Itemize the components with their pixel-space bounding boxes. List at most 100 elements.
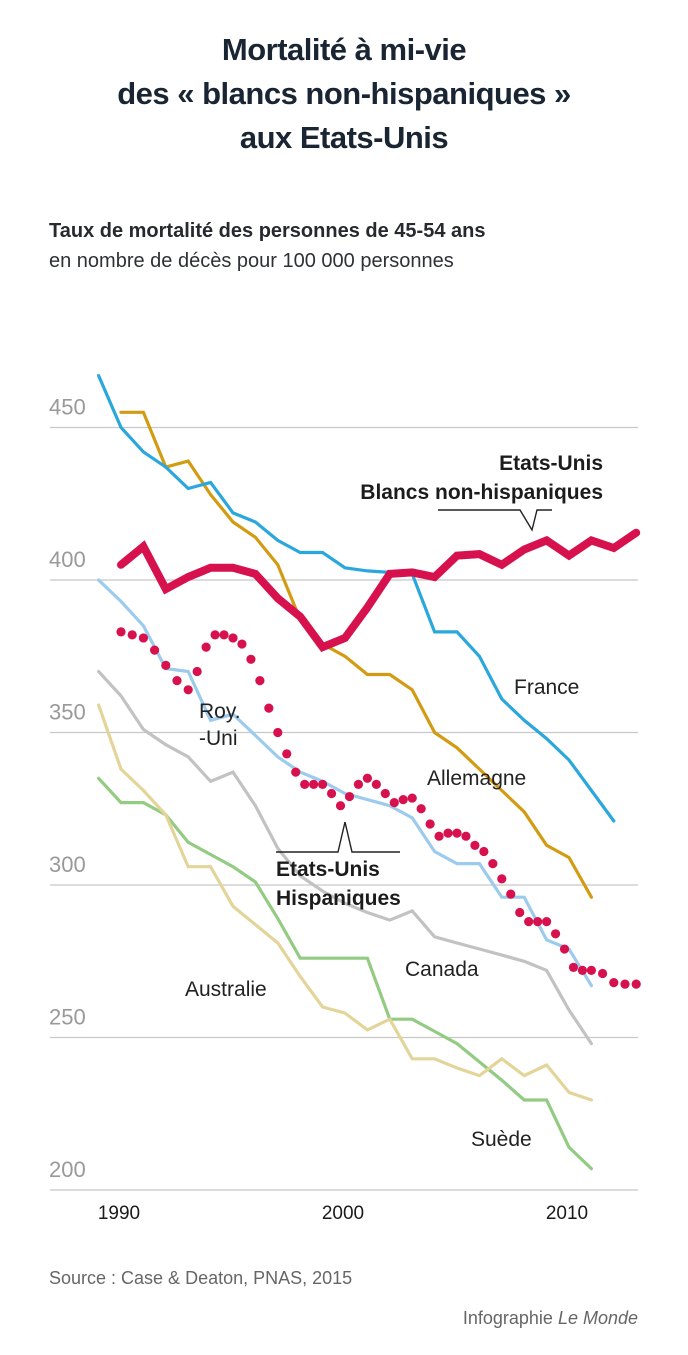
data-point-etats-unis-hispaniques bbox=[416, 804, 426, 814]
series-line-allemagne bbox=[119, 410, 594, 899]
series-line-etats-unis-blancs-non-hispaniques bbox=[117, 528, 641, 652]
data-point-etats-unis-hispaniques bbox=[255, 676, 265, 686]
x-tick-label-2000: 2000 bbox=[322, 1203, 364, 1224]
data-point-etats-unis-hispaniques bbox=[488, 859, 498, 869]
data-point-etats-unis-hispaniques bbox=[273, 727, 283, 738]
callout-pointer-blancs bbox=[438, 509, 552, 532]
data-point-etats-unis-hispaniques bbox=[362, 773, 372, 783]
data-point-etats-unis-hispaniques bbox=[434, 831, 444, 841]
y-axis-ticks: 200 250 300 350 400 450 bbox=[49, 395, 86, 1183]
data-point-etats-unis-hispaniques bbox=[559, 944, 570, 954]
data-point-etats-unis-hispaniques bbox=[246, 654, 256, 664]
data-point-etats-unis-hispaniques bbox=[515, 907, 525, 918]
y-tick-label-400: 400 bbox=[49, 547, 86, 572]
data-point-etats-unis-hispaniques bbox=[620, 979, 630, 989]
data-point-etats-unis-hispaniques bbox=[309, 779, 319, 789]
data-point-etats-unis-hispaniques bbox=[150, 645, 160, 655]
data-point-etats-unis-hispaniques bbox=[506, 889, 516, 899]
data-point-etats-unis-hispaniques bbox=[282, 749, 292, 759]
y-tick-label-200: 200 bbox=[49, 1157, 86, 1182]
x-axis-ticks: 1990 2000 2010 bbox=[98, 1203, 588, 1224]
series-line-canada bbox=[96, 669, 594, 1046]
callout-pointer-hispaniques bbox=[276, 821, 400, 853]
chart-subtitle: Taux de mortalité des personnes de 45-54… bbox=[49, 216, 485, 276]
data-point-etats-unis-hispaniques bbox=[407, 793, 417, 803]
data-point-etats-unis-hispaniques bbox=[161, 660, 171, 671]
series-line-australie bbox=[96, 703, 594, 1102]
data-point-etats-unis-hispaniques bbox=[598, 968, 608, 979]
y-tick-label-450: 450 bbox=[49, 395, 86, 420]
data-point-etats-unis-hispaniques bbox=[183, 685, 193, 695]
data-point-etats-unis-hispaniques bbox=[335, 801, 346, 811]
x-tick-label-1990: 1990 bbox=[98, 1203, 140, 1224]
series-label-etats-unis-blancs-non-hispaniques: Etats-Unis bbox=[499, 452, 603, 475]
data-point-etats-unis-hispaniques bbox=[568, 962, 579, 972]
y-tick-label-300: 300 bbox=[49, 852, 86, 877]
title-line-2: des « blancs non-hispaniques » bbox=[117, 76, 571, 111]
series-label-canada: Canada bbox=[405, 958, 479, 981]
title-line-1: Mortalité à mi-vie bbox=[221, 32, 467, 67]
data-point-etats-unis-hispaniques bbox=[264, 703, 274, 713]
source-note: Source : Case & Deaton, PNAS, 2015 bbox=[49, 1268, 353, 1288]
data-point-etats-unis-hispaniques bbox=[300, 779, 310, 789]
data-point-etats-unis-hispaniques bbox=[452, 828, 462, 838]
series-line-suede bbox=[96, 776, 594, 1171]
data-point-etats-unis-hispaniques bbox=[127, 630, 137, 640]
data-point-etats-unis-hispaniques bbox=[353, 779, 364, 789]
data-point-etats-unis-hispaniques bbox=[398, 795, 408, 805]
credit-prefix: Infographie bbox=[462, 1308, 558, 1328]
series-lines bbox=[96, 374, 641, 1171]
series-label-royaume-uni: -Uni bbox=[199, 727, 238, 750]
data-point-etats-unis-hispaniques bbox=[533, 917, 543, 927]
data-point-etats-unis-hispaniques bbox=[631, 979, 641, 989]
title-line-3: aux Etats-Unis bbox=[239, 120, 449, 155]
series-label-france: France bbox=[514, 676, 579, 699]
data-point-etats-unis-hispaniques bbox=[291, 767, 301, 777]
series-label-allemagne: Allemagne bbox=[427, 767, 526, 790]
series-label-etats-unis-hispaniques: Etats-Unis bbox=[276, 858, 380, 881]
data-point-etats-unis-hispaniques bbox=[219, 630, 229, 640]
y-tick-label-250: 250 bbox=[49, 1005, 86, 1030]
data-point-etats-unis-hispaniques bbox=[201, 642, 211, 652]
data-point-etats-unis-hispaniques bbox=[577, 965, 588, 976]
data-point-etats-unis-hispaniques bbox=[210, 630, 220, 640]
data-point-etats-unis-hispaniques bbox=[461, 831, 471, 841]
data-point-etats-unis-hispaniques bbox=[371, 779, 381, 789]
data-point-etats-unis-hispaniques bbox=[326, 788, 337, 799]
data-point-etats-unis-hispaniques bbox=[344, 791, 355, 802]
credit-brand: Le Monde bbox=[557, 1308, 638, 1328]
data-point-etats-unis-hispaniques bbox=[237, 639, 247, 649]
data-point-etats-unis-hispaniques bbox=[138, 633, 148, 643]
data-point-etats-unis-hispaniques bbox=[550, 929, 561, 939]
data-point-etats-unis-hispaniques bbox=[479, 846, 489, 857]
data-point-etats-unis-hispaniques bbox=[470, 840, 480, 850]
data-point-etats-unis-hispaniques bbox=[318, 779, 328, 789]
series-line-france bbox=[96, 374, 616, 823]
series-label-etats-unis-hispaniques: Hispaniques bbox=[276, 887, 401, 910]
data-point-etats-unis-hispaniques bbox=[228, 633, 238, 643]
subtitle-units: en nombre de décès pour 100 000 personne… bbox=[49, 250, 454, 272]
data-point-etats-unis-hispaniques bbox=[172, 676, 182, 686]
data-point-etats-unis-hispaniques bbox=[542, 917, 552, 927]
series-label-australie: Australie bbox=[185, 978, 267, 1001]
data-point-etats-unis-hispaniques bbox=[524, 917, 534, 927]
chart-title: Mortalité à mi-vie des « blancs non-hisp… bbox=[0, 28, 688, 160]
series-etats-unis-hispaniques bbox=[116, 627, 641, 989]
series-label-suede: Suède bbox=[471, 1128, 532, 1151]
data-point-etats-unis-hispaniques bbox=[116, 627, 126, 637]
x-tick-label-2010: 2010 bbox=[546, 1203, 588, 1224]
series-labels: France Allemagne Etats-Unis Blancs non-hisp… bbox=[185, 452, 603, 1151]
data-point-etats-unis-hispaniques bbox=[609, 978, 619, 988]
subtitle-bold: Taux de mortalité des personnes de 45-54… bbox=[49, 220, 486, 242]
data-point-etats-unis-hispaniques bbox=[497, 874, 507, 884]
data-point-etats-unis-hispaniques bbox=[192, 666, 202, 677]
data-point-etats-unis-hispaniques bbox=[443, 828, 453, 838]
data-point-etats-unis-hispaniques bbox=[586, 965, 597, 976]
data-point-etats-unis-hispaniques bbox=[380, 788, 390, 799]
data-point-etats-unis-hispaniques bbox=[425, 819, 435, 829]
y-tick-label-350: 350 bbox=[49, 700, 86, 725]
data-point-etats-unis-hispaniques bbox=[389, 798, 399, 808]
series-label-royaume-uni: Roy. bbox=[199, 700, 241, 723]
credit-note: Infographie Le Monde bbox=[463, 1308, 638, 1329]
